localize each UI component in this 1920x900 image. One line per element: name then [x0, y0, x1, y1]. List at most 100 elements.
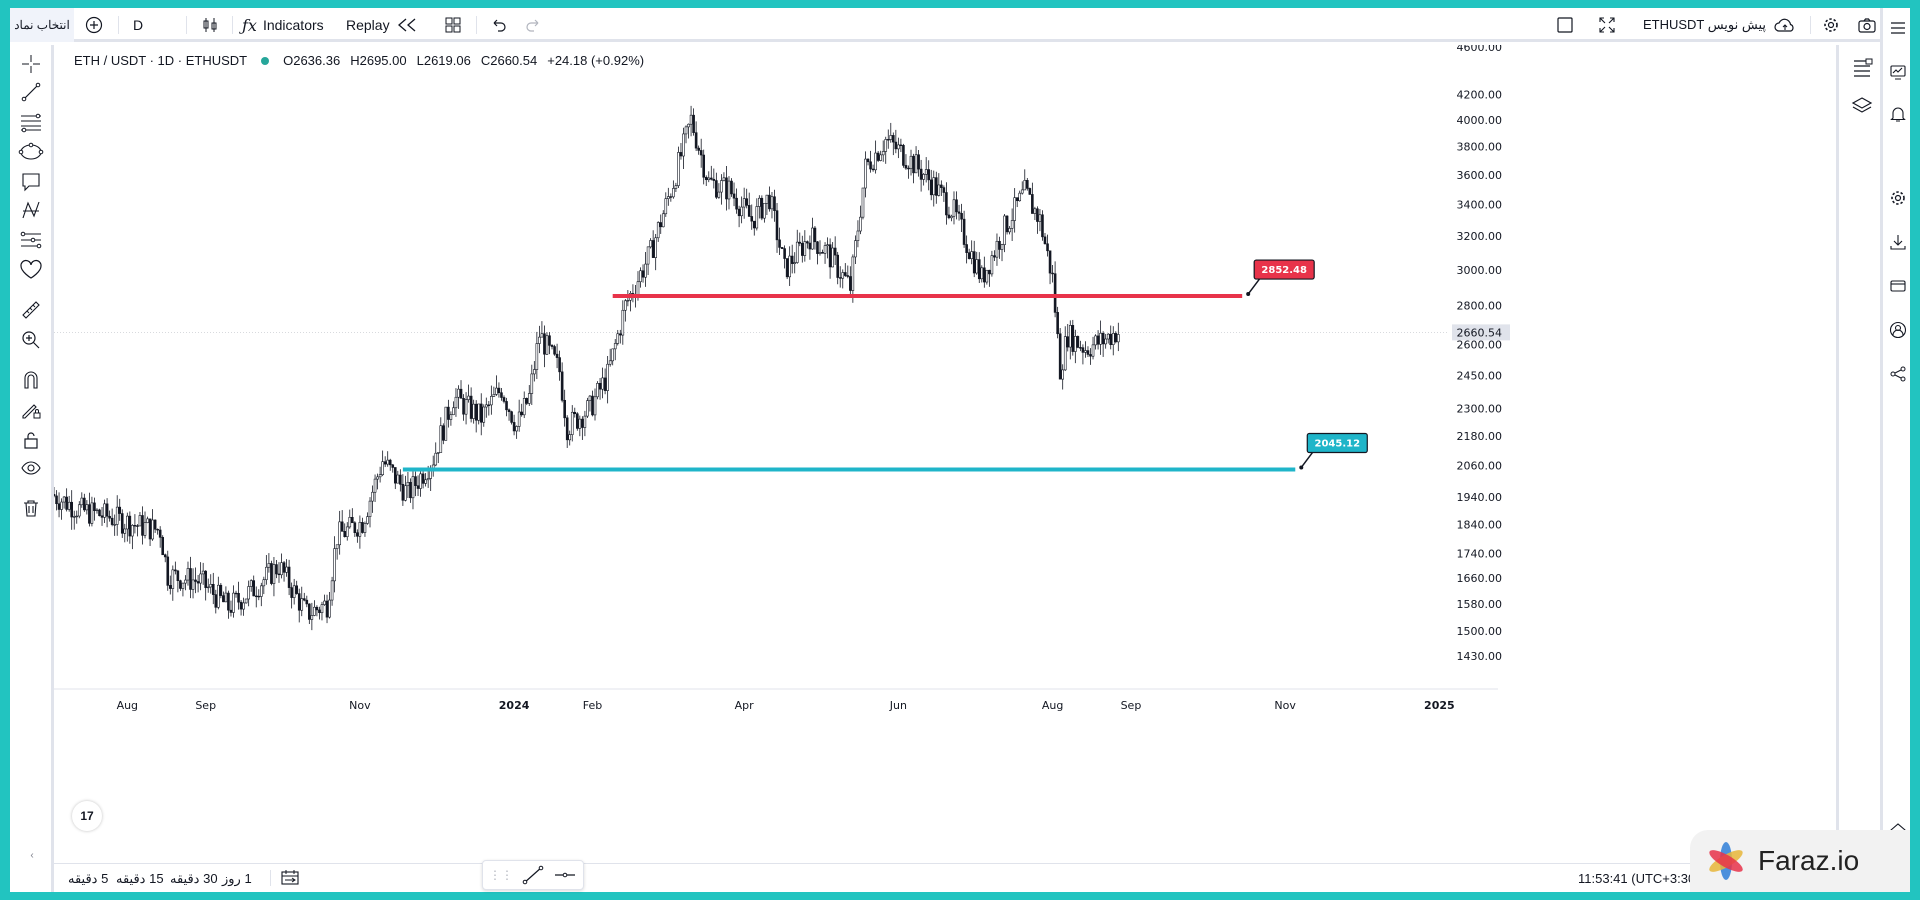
candle — [1056, 306, 1059, 339]
gann-tool[interactable] — [14, 225, 48, 255]
crosshair-tool[interactable] — [14, 49, 48, 79]
gear-icon — [1824, 18, 1838, 32]
download-button[interactable] — [1885, 228, 1911, 256]
settings-panel-button[interactable] — [1885, 184, 1911, 212]
timeframe-15m[interactable]: 15 دقیقه — [116, 871, 164, 886]
candle — [270, 560, 273, 586]
candle — [1005, 215, 1009, 235]
fullscreen-button[interactable] — [1550, 8, 1580, 42]
x-tick-label: 2025 — [1424, 699, 1455, 712]
share-button[interactable] — [1885, 360, 1911, 388]
candle — [1063, 326, 1067, 372]
menu-button[interactable] — [1885, 14, 1911, 42]
timeframe-5m[interactable]: 5 دقیقه — [68, 871, 109, 886]
x-tick-label: 2024 — [499, 699, 530, 712]
measure-tool[interactable] — [14, 295, 48, 325]
indicators-button[interactable]: ƒx Indicators — [242, 8, 342, 42]
magnet-tool[interactable] — [14, 365, 48, 395]
candle — [166, 550, 170, 591]
support-label-box[interactable] — [1306, 432, 1368, 454]
candle — [836, 251, 839, 285]
symbol-search-button[interactable]: انتخاب نماد — [10, 8, 74, 42]
snapshot-button[interactable] — [1852, 8, 1882, 42]
date-range-button[interactable] — [280, 869, 300, 890]
candle — [1081, 344, 1085, 365]
layers-button[interactable] — [1847, 91, 1877, 121]
redo-button[interactable] — [518, 8, 548, 42]
chart-canvas[interactable]: 2852.48 2045.12 4600.00 4200.00 4000.00 3800… — [54, 45, 1836, 845]
candle — [846, 265, 850, 279]
y-tick-label: 3000.00 — [1457, 264, 1503, 277]
object-tree-button[interactable] — [1847, 53, 1877, 83]
interval-button[interactable]: D — [122, 8, 154, 42]
indicators-label: Indicators — [262, 17, 324, 33]
candle — [586, 397, 589, 419]
layouts-button[interactable] — [438, 8, 468, 42]
candle — [818, 240, 822, 256]
candle — [773, 189, 776, 222]
candle — [186, 561, 190, 586]
drag-handle-icon[interactable]: ⋮⋮ — [489, 868, 513, 882]
watchlist-button[interactable] — [1885, 58, 1911, 86]
y-tick-label: 2060.00 — [1457, 460, 1503, 473]
widget-panel — [1836, 45, 1880, 892]
candle — [120, 509, 124, 538]
candle — [459, 380, 463, 399]
candle — [57, 492, 61, 518]
legend-symbol[interactable]: ETH / USDT · 1D · ETHUSDT — [74, 53, 248, 68]
candle — [667, 187, 670, 206]
candle — [457, 385, 460, 409]
compare-button[interactable] — [74, 8, 114, 42]
save-cloud-button[interactable] — [1770, 8, 1800, 42]
maximize-button[interactable] — [1592, 8, 1622, 42]
horizontal-line-icon[interactable] — [553, 864, 577, 886]
candle — [88, 492, 91, 527]
replay-button[interactable]: Replay — [346, 8, 430, 42]
payment-button[interactable] — [1885, 272, 1911, 300]
layout-name-button[interactable]: ETHUSDT پیش نویس — [1638, 8, 1766, 42]
candle — [373, 474, 377, 502]
fib-tool[interactable] — [14, 107, 48, 137]
candle — [889, 122, 893, 143]
zoom-tool[interactable] — [14, 325, 48, 355]
candle — [768, 186, 771, 212]
candle — [388, 458, 392, 471]
candle — [770, 191, 774, 219]
resistance-label-pointer — [1247, 277, 1261, 295]
candle — [500, 388, 503, 401]
remove-drawings-tool[interactable] — [14, 493, 48, 523]
prediction-tool[interactable] — [14, 195, 48, 225]
timeframe-30m[interactable]: 30 دقیقه — [170, 871, 218, 886]
annotation-tool[interactable] — [14, 167, 48, 197]
resistance-label-box[interactable] — [1253, 259, 1315, 280]
hide-drawings-tool[interactable] — [14, 453, 48, 483]
candle — [697, 145, 700, 155]
tradingview-logo[interactable]: 17 — [72, 801, 102, 831]
chart-type-button[interactable] — [194, 8, 226, 42]
support-label-pointer — [1300, 451, 1314, 468]
market-status-icon — [261, 56, 270, 65]
candle — [550, 344, 554, 350]
candle — [257, 589, 261, 601]
candle — [778, 227, 781, 256]
profile-button[interactable] — [1885, 316, 1911, 344]
lock-drawings-tool[interactable] — [14, 425, 48, 455]
chart-pane[interactable]: 2852.48 2045.12 4600.00 4200.00 4000.00 3800… — [54, 45, 1836, 845]
collapse-toolbar-icon[interactable]: ‹ — [30, 849, 34, 861]
undo-button[interactable] — [484, 8, 514, 42]
candle — [310, 602, 314, 631]
settings-button[interactable] — [1816, 8, 1846, 42]
clock-timezone[interactable]: 11:53:41 (UTC+3:30) — [1578, 871, 1700, 886]
trend-line-tool[interactable] — [14, 77, 48, 107]
y-tick-label: 3800.00 — [1457, 141, 1503, 154]
alerts-button[interactable] — [1885, 100, 1911, 128]
trend-line-icon[interactable] — [521, 864, 545, 886]
stay-drawing-tool[interactable] — [14, 395, 48, 425]
candle — [108, 510, 111, 522]
pattern-tool[interactable] — [14, 137, 48, 167]
candle — [530, 364, 534, 405]
timeframe-1d[interactable]: 1 روز — [222, 871, 252, 886]
candle — [295, 580, 298, 595]
candle — [914, 146, 918, 174]
favorites-tool[interactable] — [14, 255, 48, 285]
